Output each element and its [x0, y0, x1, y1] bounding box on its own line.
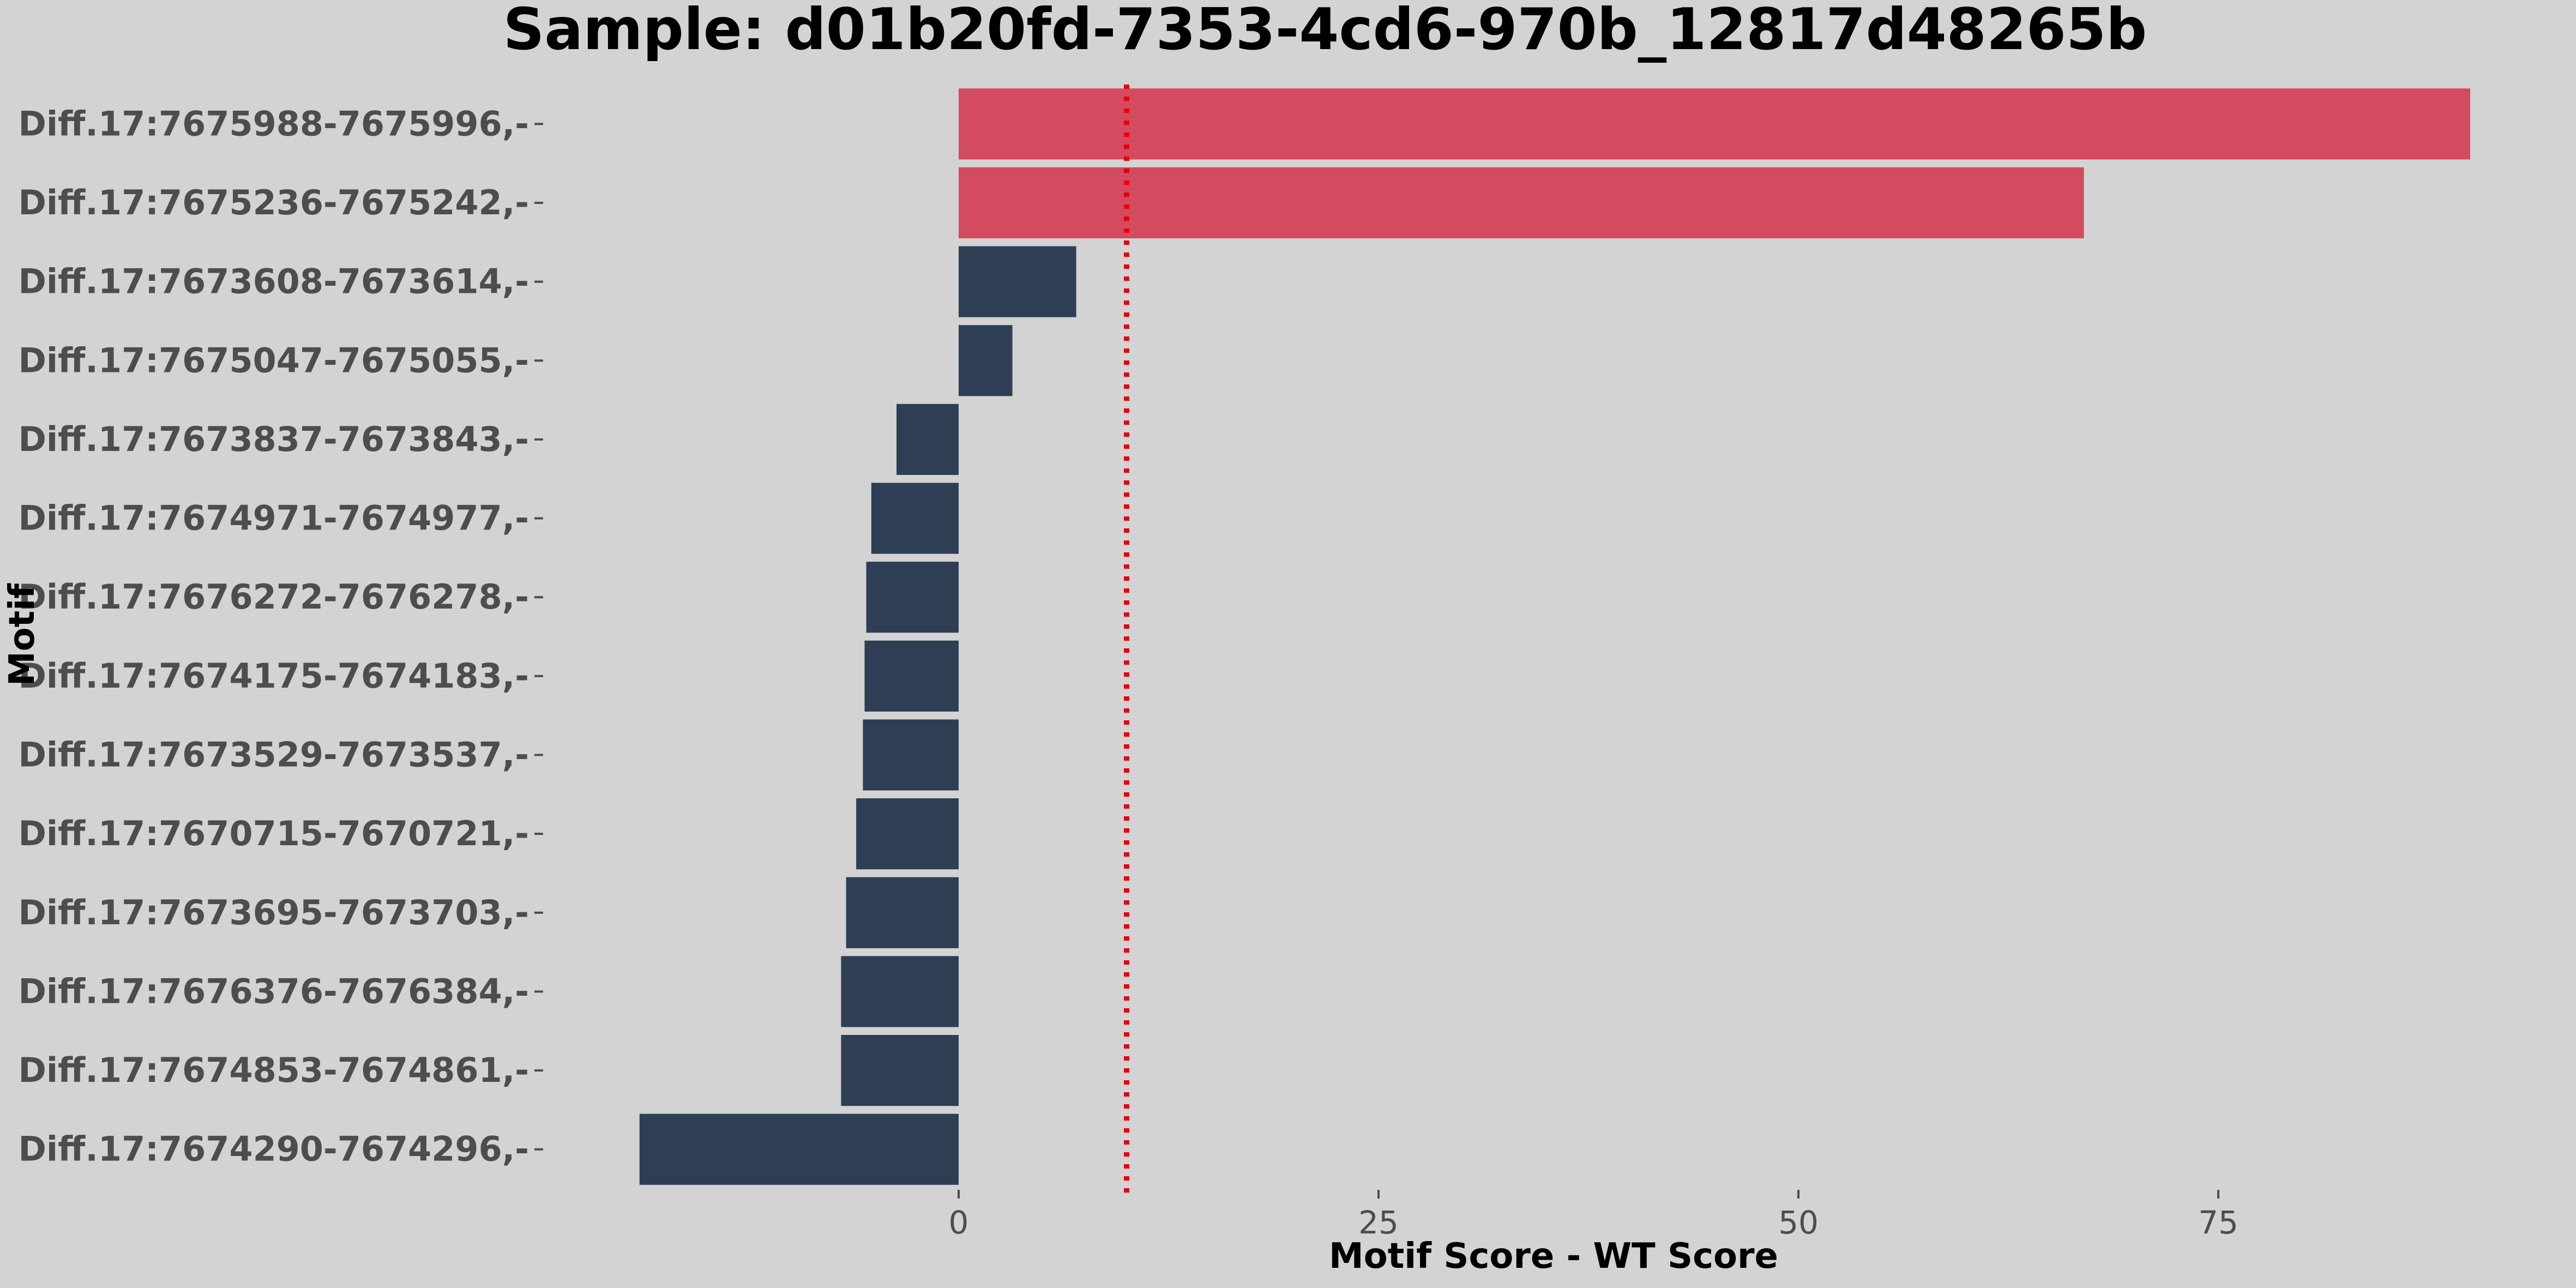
- y-tick-label: Diff.17:7674175-7674183,-: [18, 656, 529, 696]
- y-tick-label: Diff.17:7676272-7676278,-: [18, 577, 529, 617]
- y-axis-title: Motif: [2, 583, 43, 686]
- bar: [846, 877, 959, 948]
- chart-title: Sample: d01b20fd-7353-4cd6-970b_12817d48…: [503, 0, 2147, 63]
- bar: [856, 798, 959, 870]
- bar: [863, 719, 959, 791]
- x-axis-title: Motif Score - WT Score: [1329, 1236, 1778, 1277]
- x-tick-label: 0: [949, 1204, 969, 1241]
- y-tick-label: Diff.17:7674971-7674977,-: [18, 498, 529, 538]
- y-tick-label: Diff.17:7675236-7675242,-: [18, 183, 529, 222]
- bar: [871, 483, 959, 554]
- y-tick-label: Diff.17:7676376-7676384,-: [18, 971, 529, 1011]
- y-tick-label: Diff.17:7673529-7673537,-: [18, 735, 529, 774]
- x-axis-ticks: 0 25 50 75: [949, 1190, 2238, 1241]
- bar: [959, 88, 2470, 160]
- y-tick-label: Diff.17:7673608-7673614,-: [18, 262, 529, 302]
- x-tick-label: 50: [1778, 1204, 1819, 1241]
- y-tick-label: Diff.17:7675988-7675996,-: [18, 104, 529, 143]
- y-tick-label: Diff.17:7674290-7674296,-: [18, 1129, 529, 1169]
- bar: [959, 167, 2084, 239]
- y-tick-label: Diff.17:7674853-7674861,-: [18, 1050, 529, 1090]
- bar: [864, 640, 959, 712]
- y-tick-label: Diff.17:7670715-7670721,-: [18, 814, 529, 853]
- y-tick-labels: Diff.17:7675988-7675996,- Diff.17:7675236…: [18, 104, 543, 1169]
- bar: [841, 1034, 959, 1106]
- bar: [866, 562, 959, 633]
- bar: [841, 956, 959, 1027]
- y-tick-label: Diff.17:7673837-7673843,-: [18, 419, 529, 459]
- bar: [896, 404, 959, 475]
- bars-layer: [639, 88, 2470, 1185]
- y-tick-label: Diff.17:7673695-7673703,-: [18, 893, 529, 932]
- y-tick-label: Diff.17:7675047-7675055,-: [18, 340, 529, 380]
- bar: [639, 1114, 959, 1185]
- x-tick-label: 75: [2198, 1204, 2238, 1241]
- bar: [959, 325, 1013, 396]
- x-tick-label: 25: [1358, 1204, 1399, 1241]
- bar: [959, 246, 1076, 317]
